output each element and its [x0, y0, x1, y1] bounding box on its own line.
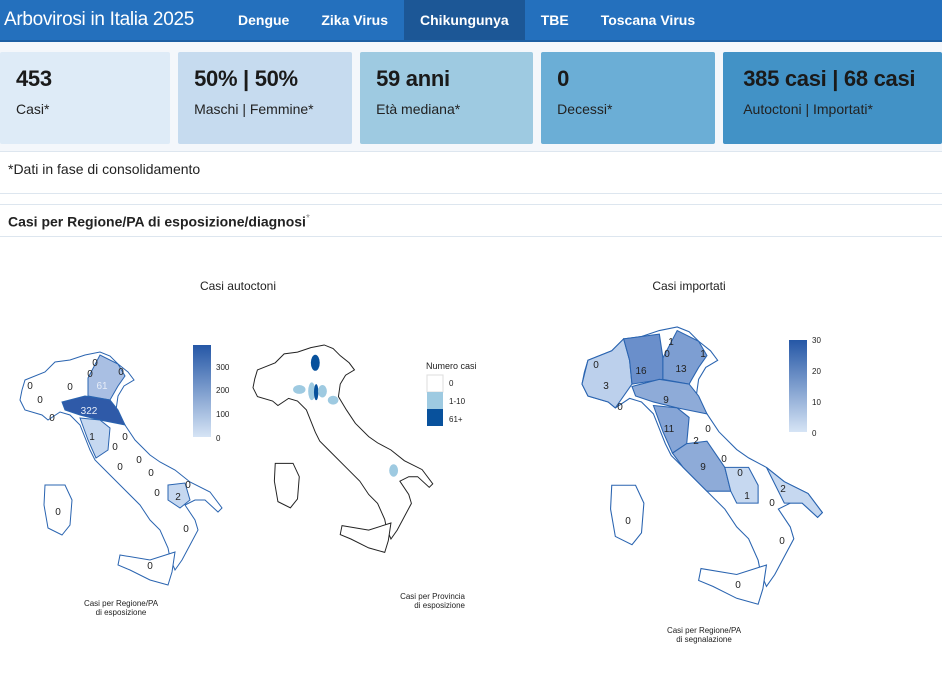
region-value-label: 11: [664, 424, 675, 435]
colorbar-autoctoni: [193, 345, 211, 437]
region-value-label: 0: [136, 455, 142, 466]
colorbar-importati: [789, 340, 807, 432]
legend-tick-label: 200: [216, 386, 230, 395]
tab-chikungunya[interactable]: Chikungunya: [404, 0, 525, 40]
card-decessi: 0 Decessi*: [541, 52, 716, 144]
card-casi: 453 Casi*: [0, 52, 171, 144]
tab-toscana-virus[interactable]: Toscana Virus: [600, 12, 696, 28]
card-value: 453: [16, 66, 52, 91]
region-value-label: 0: [183, 524, 189, 535]
card-eta: 59 anni Età mediana*: [360, 52, 534, 144]
legend-tick-label: 300: [216, 363, 230, 372]
region-value-label: 0: [625, 516, 631, 527]
card-label: Casi*: [16, 101, 50, 117]
legend-tick-label: 61+: [449, 415, 463, 424]
region-value-label: 3: [603, 381, 609, 392]
card-label: Decessi*: [557, 101, 613, 117]
map-caption: Casi per Regione/PA: [667, 626, 742, 635]
map-caption: di esposizione: [96, 608, 147, 617]
region-value-label: 0: [37, 395, 43, 406]
region-value-label: 0: [664, 349, 670, 360]
region-value-label: 0: [705, 424, 711, 435]
region-value-label: 0: [27, 381, 33, 392]
region-value-label: 61: [96, 381, 108, 392]
card-value: 59 anni: [376, 66, 450, 91]
region-value-label: 9: [663, 395, 669, 406]
region-value-label: 0: [117, 462, 123, 473]
card-sesso: 50% | 50% Maschi | Femmine*: [178, 52, 353, 144]
region-value-label: 322: [81, 406, 98, 417]
colorbar-ticks-importati: 30 20 10 0: [812, 336, 821, 438]
map-caption: di segnalazione: [676, 635, 732, 644]
map-caption: di esposizione: [414, 601, 465, 610]
region-value-label: 0: [721, 454, 727, 465]
tab-zika[interactable]: Zika Virus: [321, 12, 389, 28]
legend-tick-label: 10: [812, 398, 821, 407]
region-value-label: 0: [617, 402, 623, 413]
region-value-label: 0: [737, 468, 743, 479]
region-value-label: 0: [154, 488, 160, 499]
card-value: 385 casi | 68 casi: [743, 66, 916, 91]
region-value-label: 9: [700, 462, 706, 473]
legend-tick-label: 100: [216, 410, 230, 419]
region-value-label: 0: [67, 382, 73, 393]
map-caption: Casi per Regione/PA: [84, 599, 159, 608]
app-title[interactable]: Arbovirosi in Italia 2025: [4, 9, 194, 30]
legend-tick-label: 1-10: [449, 397, 466, 406]
region-value-label: 0: [769, 498, 775, 509]
region-value-label: 1: [700, 349, 706, 360]
legend-tick-label: 0: [216, 434, 221, 443]
region-value-label: 0: [147, 561, 153, 572]
map-province: [252, 344, 434, 553]
map-importati-labels: 0 3 16 1 0 13 1 0 9 11 2 0 9 0 0 1 2 0 0…: [593, 337, 786, 591]
region-value-label: 0: [55, 507, 61, 518]
map-title-autoctoni: Casi autoctoni: [200, 279, 276, 293]
card-label: Età mediana*: [376, 101, 461, 117]
card-value: 0: [557, 66, 570, 91]
region-value-label: 0: [185, 480, 191, 491]
region-value-label: 0: [735, 580, 741, 591]
region-value-label: 1: [668, 337, 674, 348]
region-value-label: 0: [112, 442, 118, 453]
region-value-label: 0: [87, 369, 93, 380]
region-value-label: 16: [635, 366, 647, 377]
legend-tick-label: 30: [812, 336, 821, 345]
province-legend: 0 1-10 61+: [426, 374, 466, 426]
region-value-label: 1: [744, 491, 750, 502]
section-mark: *: [305, 213, 310, 224]
region-value-label: 0: [122, 432, 128, 443]
region-value-label: 0: [593, 360, 599, 371]
map-autoctoni-labels: 0 0 0 0 0 61 0 0 322 1 0 0 0 0 0 0 0 2 0…: [27, 358, 191, 572]
region-value-label: 13: [675, 364, 687, 375]
region-value-label: 0: [118, 367, 124, 378]
tab-tbe[interactable]: TBE: [540, 12, 569, 28]
region-value-label: 2: [175, 492, 181, 503]
card-value: 50% | 50%: [194, 66, 298, 91]
region-value-label: 2: [780, 484, 786, 495]
region-value-label: 0: [49, 413, 55, 424]
region-value-label: 0: [779, 536, 785, 547]
card-label: Maschi | Femmine*: [194, 101, 314, 117]
legend-tick-label: 0: [812, 429, 817, 438]
map-caption: Casi per Provincia: [400, 592, 465, 601]
province-legend-title: Numero casi: [426, 361, 477, 371]
card-autoctoni-importati: 385 casi | 68 casi Autoctoni | Importati*: [723, 52, 942, 144]
card-label: Autoctoni | Importati*: [743, 101, 873, 117]
tab-dengue[interactable]: Dengue: [238, 12, 290, 28]
top-navbar: Arbovirosi in Italia 2025 Dengue Zika Vi…: [0, 0, 942, 42]
region-value-label: 2: [693, 436, 699, 447]
legend-tick-label: 0: [449, 379, 454, 388]
map-title-importati: Casi importati: [652, 279, 725, 293]
section-header: Casi per Regione/PA di esposizione/diagn…: [0, 204, 942, 237]
region-value-label: 0: [148, 468, 154, 479]
colorbar-ticks-autoctoni: 300 200 100 0: [216, 363, 230, 443]
consolidation-note: *Dati in fase di consolidamento: [0, 151, 942, 194]
region-value-label: 1: [89, 432, 95, 443]
section-title: Casi per Regione/PA di esposizione/diagn…: [8, 213, 306, 230]
legend-tick-label: 20: [812, 367, 821, 376]
region-value-label: 0: [92, 358, 98, 369]
